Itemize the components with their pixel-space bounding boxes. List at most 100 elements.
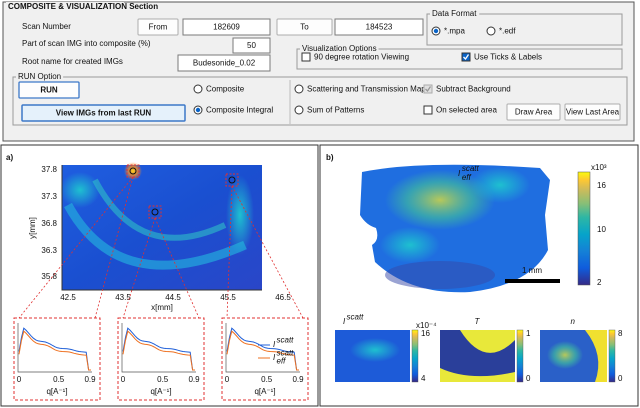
colorbar-tick-label: 16	[597, 181, 606, 190]
map-feature	[460, 330, 515, 353]
radio-edf[interactable]	[486, 26, 496, 36]
y-tick-label: 36.8	[41, 219, 57, 228]
check-ticks[interactable]	[461, 52, 471, 62]
panel-label: a)	[6, 153, 13, 162]
check-ticks-label: Use Ticks & Labels	[474, 53, 542, 62]
run-group-title-bg	[16, 73, 64, 81]
map-feature	[440, 368, 515, 382]
part-input[interactable]	[232, 37, 271, 54]
to-button-label: To	[300, 23, 309, 32]
scan-number-label: Scan Number	[22, 22, 71, 31]
root-label: Root name for created IMGs	[22, 57, 123, 66]
subplot-axes	[17, 323, 92, 373]
curve-scatt	[122, 327, 195, 371]
data-format-group-title: Data Format	[432, 9, 477, 18]
map-feature	[585, 330, 607, 382]
y-axis-label: y[mm]	[28, 217, 37, 239]
colorbar-exponent: x10⁻⁴	[416, 321, 437, 330]
symbol: n	[571, 317, 576, 326]
colorbar-tick-label: 0	[618, 374, 623, 383]
colorbar-tick-label: 1	[526, 329, 531, 338]
superscript: scatt	[277, 349, 295, 358]
check-selected-area[interactable]	[423, 105, 433, 115]
y-tick-label: 37.3	[41, 192, 57, 201]
run-button[interactable]	[18, 81, 80, 99]
check-subtract-tick	[425, 86, 432, 93]
map-feature	[547, 341, 583, 369]
x-tick-label: 45.5	[220, 293, 236, 302]
radio-sum-patterns[interactable]	[294, 105, 304, 115]
x-axis-label: q[A⁻¹]	[46, 387, 67, 396]
colorbar-exponent: x10³	[591, 163, 607, 172]
x-tick-label: 0.9	[292, 375, 304, 384]
radio-composite-integral-label: Composite Integral	[206, 106, 273, 115]
radio-edf-label: *.edf	[499, 27, 516, 36]
symbol: I	[273, 353, 276, 362]
symbol: I	[273, 340, 276, 349]
colorbar-tick-label: 16	[421, 329, 430, 338]
colorbar-tick-label: 4	[421, 374, 426, 383]
curve-eff	[226, 330, 299, 371]
radio-composite[interactable]	[193, 84, 203, 94]
superscript: scatt	[462, 164, 480, 173]
heatmap-feature	[226, 175, 254, 255]
x-tick-label: 0	[225, 375, 230, 384]
from-button-label: From	[149, 23, 168, 32]
marker	[228, 176, 236, 184]
radio-mpa-label: *.mpa	[444, 27, 465, 36]
to-button[interactable]	[276, 18, 333, 36]
y-tick-label: 37.8	[41, 165, 57, 174]
x-tick-label: 0.5	[261, 375, 273, 384]
map-feature	[470, 167, 530, 203]
draw-area-button[interactable]	[506, 103, 561, 121]
x-tick-label: 46.5	[275, 293, 291, 302]
x-tick-label: 0.5	[53, 375, 65, 384]
colorbar	[608, 329, 616, 383]
colorbar-tick-label: 10	[597, 225, 606, 234]
curve-eff	[18, 330, 91, 371]
from-button[interactable]	[137, 18, 179, 36]
draw-area-button-label: Draw Area	[515, 108, 553, 117]
colorbar-tick-label: 2	[597, 278, 602, 287]
colorbar	[411, 329, 419, 383]
curve-scatt	[226, 327, 299, 371]
subplot-frame	[117, 317, 205, 401]
connector	[231, 185, 304, 319]
view-imgs-button[interactable]	[21, 104, 186, 122]
visualization-group	[296, 48, 623, 70]
x-tick-label: 0.9	[188, 375, 200, 384]
part-label: Part of scan IMG into composite (%)	[22, 39, 151, 48]
x-tick-label: 0.5	[157, 375, 169, 384]
to-input-value: 184523	[366, 23, 393, 32]
superscript: scatt	[347, 313, 365, 322]
to-input[interactable]	[334, 18, 424, 36]
x-tick-label: 0.9	[84, 375, 96, 384]
symbol: I	[343, 317, 346, 326]
subplot-axes	[121, 323, 196, 373]
marker	[151, 208, 159, 216]
from-input[interactable]	[182, 18, 271, 36]
radio-scatter-maps-label: Scattering and Transmission Maps	[307, 85, 430, 94]
data-format-group	[426, 13, 623, 46]
y-tick-label: 35.8	[41, 272, 57, 281]
map-feature	[350, 338, 400, 362]
run-group	[12, 76, 628, 126]
heatmap-feature	[60, 172, 100, 208]
radio-scatter-maps[interactable]	[294, 84, 304, 94]
x-tick-label: 44.5	[165, 293, 181, 302]
panel-title-bg	[6, 2, 124, 11]
radio-sum-patterns-label: Sum of Patterns	[307, 106, 364, 115]
colorbar	[577, 171, 591, 286]
check-rotation-label: 90 degree rotation Viewing	[314, 53, 409, 62]
check-subtract-label: Subtract Background	[436, 85, 511, 94]
radio-composite-label: Composite	[206, 85, 245, 94]
map-feature	[385, 170, 495, 230]
superscript: scatt	[277, 336, 295, 345]
subscript: eff	[277, 357, 287, 366]
check-rotation[interactable]	[301, 52, 311, 62]
view-last-area-button[interactable]	[564, 103, 621, 121]
root-input[interactable]	[177, 54, 271, 72]
y-tick-label: 36.3	[41, 246, 57, 255]
